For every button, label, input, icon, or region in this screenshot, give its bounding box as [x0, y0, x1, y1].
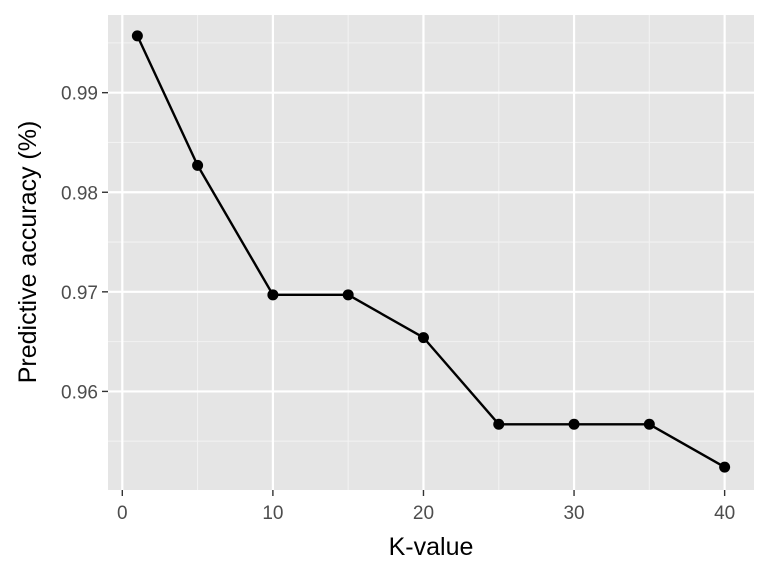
- data-point: [192, 159, 204, 171]
- y-axis: 0.96 0.97 0.98 0.99: [61, 84, 108, 403]
- x-axis: 0 10 20 30 40: [117, 490, 735, 524]
- series-layer: [131, 30, 731, 473]
- data-point: [719, 461, 731, 473]
- data-point: [643, 418, 655, 430]
- x-tick-label: 20: [413, 503, 434, 524]
- major-gridlines: [108, 15, 754, 490]
- y-tick-label: 0.97: [61, 283, 98, 304]
- x-axis-title: K-value: [389, 533, 474, 561]
- y-tick-label: 0.99: [61, 84, 98, 105]
- x-tick-label: 30: [563, 503, 584, 524]
- data-point: [342, 289, 354, 301]
- data-point: [417, 332, 429, 344]
- x-tick-label: 10: [262, 503, 283, 524]
- plot-panel: [108, 15, 754, 490]
- x-tick-label: 40: [714, 503, 735, 524]
- y-tick-label: 0.98: [61, 183, 98, 204]
- data-point: [131, 30, 143, 42]
- data-point: [267, 289, 279, 301]
- y-axis-title: Predictive accuracy (%): [14, 121, 42, 384]
- y-tick-label: 0.96: [61, 382, 98, 403]
- x-tick-label: 0: [117, 503, 128, 524]
- data-point: [493, 418, 505, 430]
- data-point: [568, 418, 580, 430]
- minor-gridlines: [108, 15, 754, 490]
